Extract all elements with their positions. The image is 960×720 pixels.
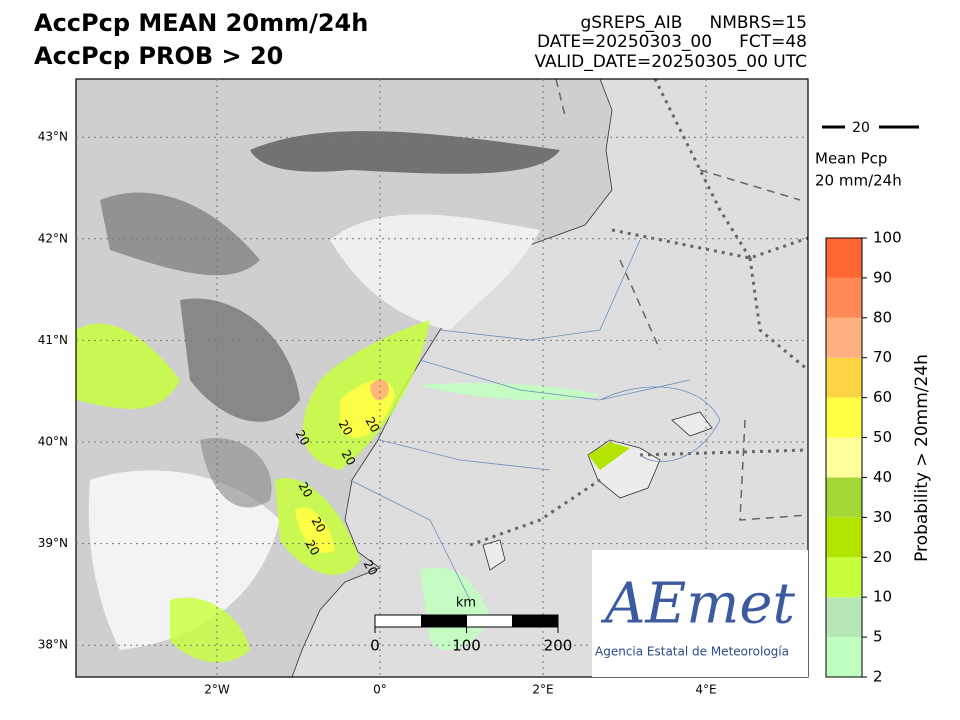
info-line: VALID_DATE=20250305_00 UTC bbox=[535, 52, 807, 72]
legend-title: 20 mm/24h bbox=[815, 172, 902, 190]
colorbar-segment bbox=[826, 317, 862, 358]
scale-tick-label: 0 bbox=[370, 637, 380, 655]
contour-label: 20 bbox=[296, 480, 316, 500]
colorbar-label: Probability > 20mm/24h bbox=[912, 354, 932, 562]
lon-tick-label: 2°W bbox=[204, 683, 230, 697]
colorbar-segment bbox=[826, 277, 862, 318]
scale-bar-segment bbox=[512, 615, 558, 627]
contour-label: 20 bbox=[303, 538, 323, 558]
colorbar-tick-label: 60 bbox=[873, 388, 892, 406]
map-frame bbox=[75, 78, 809, 678]
colorbar-tick-label: 80 bbox=[873, 308, 892, 326]
colorbar-tick-label: 100 bbox=[873, 229, 902, 247]
scale-bar-segment bbox=[421, 615, 467, 627]
lat-tick-label: 38°N bbox=[38, 638, 68, 652]
colorbar-tick-label: 70 bbox=[873, 348, 892, 366]
colorbar-tick-label: 40 bbox=[873, 468, 892, 486]
scale-tick-label: 100 bbox=[452, 637, 481, 655]
scale-unit: km bbox=[456, 596, 476, 611]
colorbar-segment bbox=[826, 557, 862, 598]
contour-label: 20 bbox=[309, 515, 329, 535]
colorbar-segment bbox=[826, 357, 862, 398]
colorbar-segment bbox=[826, 437, 862, 478]
lon-tick-label: 2°E bbox=[532, 683, 553, 697]
contour-label: 20 bbox=[336, 418, 356, 438]
legend-level: 20 bbox=[852, 120, 870, 136]
contour-label: 20 bbox=[361, 558, 381, 578]
colorbar-segment bbox=[826, 397, 862, 438]
colorbar-tick-label: 90 bbox=[873, 268, 892, 286]
title-line: AccPcp PROB > 20 bbox=[34, 42, 283, 70]
contour-label: 20 bbox=[293, 428, 313, 448]
contour-label: 20 bbox=[363, 415, 383, 435]
info-line: gSREPS_AIB NMBRS=15 bbox=[580, 13, 807, 33]
logo-box bbox=[592, 550, 808, 677]
lat-tick-label: 43°N bbox=[38, 130, 68, 144]
colorbar-tick-label: 10 bbox=[873, 588, 892, 606]
lat-tick-label: 40°N bbox=[38, 435, 68, 449]
colorbar-segment bbox=[826, 637, 862, 677]
lat-tick-label: 41°N bbox=[38, 333, 68, 347]
colorbar-segment bbox=[826, 238, 862, 278]
colorbar-segment bbox=[826, 517, 862, 558]
logo-name: AEmet bbox=[600, 572, 796, 637]
colorbar-frame bbox=[825, 237, 863, 678]
info-line: DATE=20250303_00 FCT=48 bbox=[537, 32, 807, 52]
lon-tick-label: 0° bbox=[373, 683, 387, 697]
scale-tick-label: 200 bbox=[544, 637, 573, 655]
lon-tick-label: 4°E bbox=[695, 683, 716, 697]
colorbar-tick-label: 30 bbox=[873, 508, 892, 526]
colorbar-segment bbox=[826, 477, 862, 518]
logo-subtitle: Agencia Estatal de Meteorología bbox=[595, 645, 789, 659]
lat-tick-label: 39°N bbox=[38, 536, 68, 550]
lat-tick-label: 42°N bbox=[38, 231, 68, 245]
legend-title: Mean Pcp bbox=[815, 150, 887, 168]
contour-label: 20 bbox=[339, 448, 359, 468]
colorbar-tick-label: 20 bbox=[873, 548, 892, 566]
colorbar-tick-label: 2 bbox=[873, 668, 883, 686]
colorbar-tick-label: 5 bbox=[873, 628, 883, 646]
title-line: AccPcp MEAN 20mm/24h bbox=[34, 9, 368, 37]
colorbar-segment bbox=[826, 597, 862, 638]
map bbox=[76, 79, 808, 677]
colorbar-tick-label: 50 bbox=[873, 428, 892, 446]
